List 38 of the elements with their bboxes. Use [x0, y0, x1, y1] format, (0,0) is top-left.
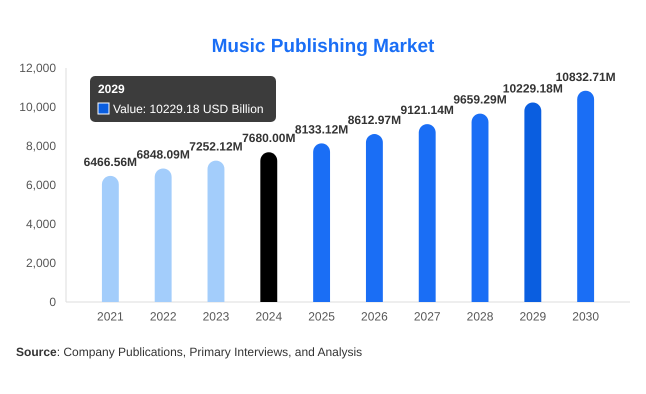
bar — [260, 152, 278, 302]
bar — [472, 114, 488, 302]
x-tick-label: 2021 — [97, 310, 124, 324]
bar — [154, 168, 172, 302]
bar — [366, 134, 383, 302]
bar — [524, 102, 542, 302]
data-label: 7680.00M — [242, 131, 296, 146]
y-tick-label: 2,000 — [26, 256, 56, 270]
x-tick-label: 2029 — [519, 310, 546, 324]
y-tick-label: 6,000 — [26, 178, 56, 192]
x-tick-label: 2026 — [361, 310, 388, 324]
x-tick-label: 2028 — [466, 310, 494, 324]
bar — [313, 143, 330, 302]
chart-title: Music Publishing Market — [212, 36, 436, 57]
bar — [577, 90, 594, 302]
bar — [418, 124, 436, 302]
bar — [208, 160, 224, 302]
x-tick-label: 2030 — [572, 310, 600, 324]
x-tick-label: 2022 — [150, 310, 177, 324]
data-label: 9121.14M — [400, 103, 454, 118]
data-label: 10832.71M — [556, 70, 616, 84]
y-tick-label: 0 — [49, 294, 56, 309]
y-tick-label: 8,000 — [26, 138, 56, 153]
data-label: 8612.97M — [348, 113, 402, 128]
data-label: 7252.12M — [189, 140, 243, 154]
y-tick-label: 10,000 — [19, 100, 56, 114]
x-tick-label: 2025 — [308, 310, 336, 324]
source-note: Source: Company Publications, Primary Interviews, and Analysis — [16, 345, 362, 359]
y-tick-label: 4,000 — [26, 216, 56, 231]
bar — [102, 176, 119, 302]
data-label: 6466.56M — [84, 154, 138, 169]
annotation: 2029 Value: 10229.18 USD Billion — [98, 82, 264, 116]
data-label: 6848.09M — [136, 147, 190, 162]
data-label: 8133.12M — [294, 122, 348, 136]
x-tick-label: 2023 — [202, 310, 230, 324]
x-tick-label: 2024 — [255, 310, 282, 324]
y-tick-label: 12,000 — [19, 60, 56, 75]
x-tick-label: 2027 — [414, 310, 441, 324]
